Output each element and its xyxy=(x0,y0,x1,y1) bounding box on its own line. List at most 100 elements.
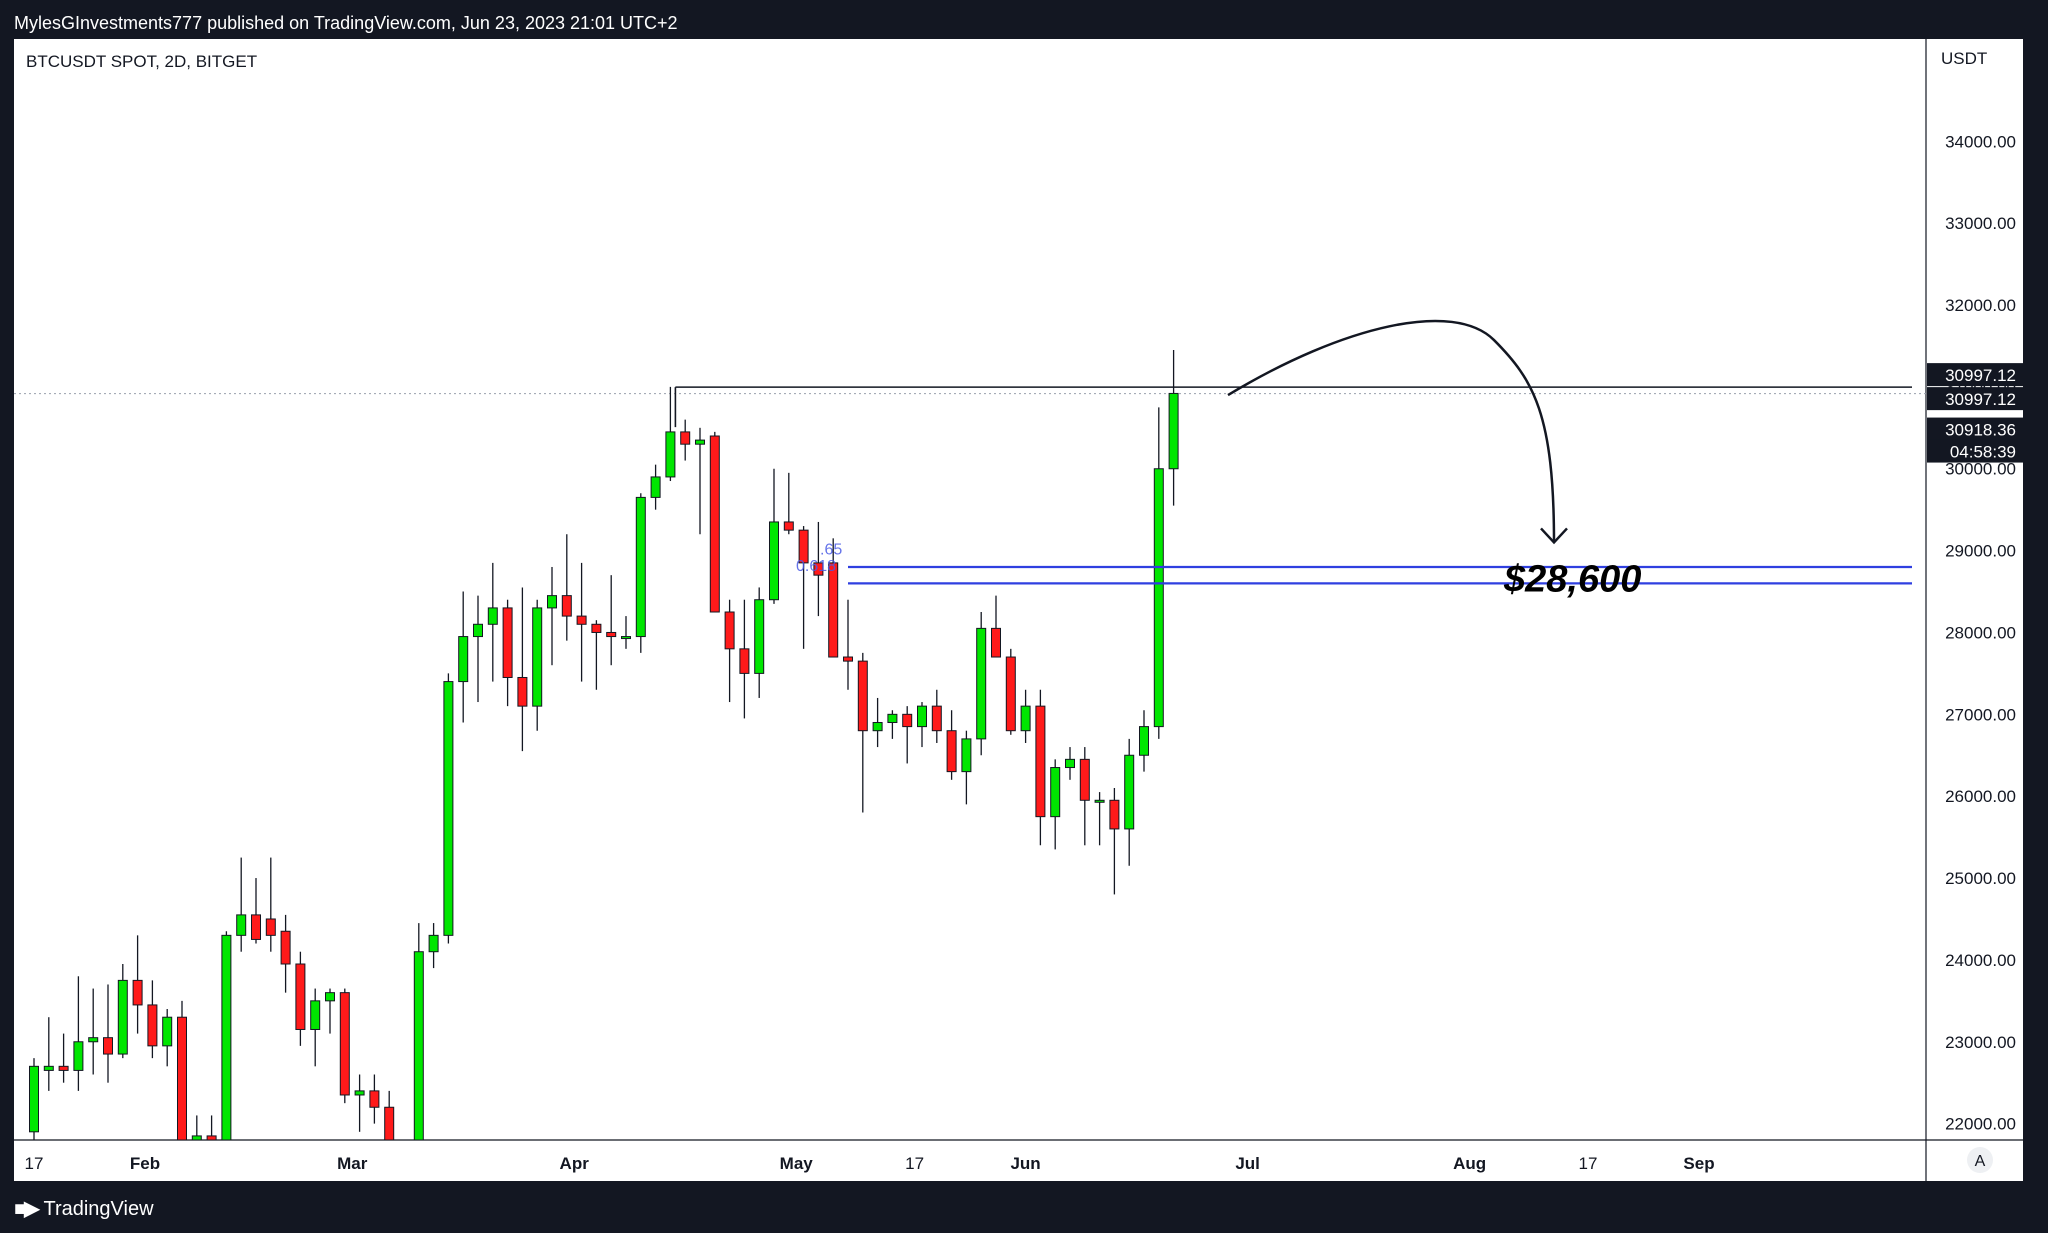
bullish-candle[interactable] xyxy=(117,979,128,1055)
bearish-candle[interactable] xyxy=(783,521,794,531)
bearish-candle[interactable] xyxy=(991,627,1001,658)
bullish-candle[interactable] xyxy=(1124,754,1135,830)
x-tick-label: Jun xyxy=(1010,1154,1040,1173)
candlestick-chart[interactable]: BTCUSDT SPOT, 2D, BITGET USDT 34000.00 3300… xyxy=(14,39,2023,1181)
bearish-candle[interactable] xyxy=(147,1004,158,1047)
x-tick-label: Mar xyxy=(337,1154,368,1173)
bearish-candle[interactable] xyxy=(739,648,750,674)
bullish-candle[interactable] xyxy=(695,439,705,445)
bullish-candle[interactable] xyxy=(650,476,661,498)
price-label-text: 30997.12 xyxy=(1945,390,2016,409)
bearish-candle[interactable] xyxy=(680,431,691,445)
bearish-candle[interactable] xyxy=(709,435,720,613)
bearish-candle[interactable] xyxy=(843,656,853,662)
bearish-candle[interactable] xyxy=(857,660,868,732)
y-tick-label: 28000.00 xyxy=(1945,623,2016,642)
bearish-candle[interactable] xyxy=(798,529,809,564)
x-tick-label: Apr xyxy=(560,1154,590,1173)
bullish-candle[interactable] xyxy=(29,1065,39,1133)
bearish-candle[interactable] xyxy=(576,615,587,625)
bullish-candle[interactable] xyxy=(73,1041,84,1071)
bullish-candle[interactable] xyxy=(43,1065,54,1071)
bullish-candle[interactable] xyxy=(487,607,498,625)
bearish-candle[interactable] xyxy=(265,918,276,936)
bearish-candle[interactable] xyxy=(1035,705,1046,818)
bullish-candle[interactable] xyxy=(872,722,883,732)
bearish-candle[interactable] xyxy=(103,1037,113,1055)
forecast-arrow-path[interactable] xyxy=(1227,319,1556,543)
price-label-box xyxy=(1927,417,2023,441)
bullish-candle[interactable] xyxy=(236,914,247,936)
bullish-candle[interactable] xyxy=(976,627,987,740)
y-tick-label: 32000.00 xyxy=(1945,296,2016,315)
bullish-candle[interactable] xyxy=(1153,468,1164,728)
y-tick-label: 24000.00 xyxy=(1945,951,2016,970)
bearish-candle[interactable] xyxy=(502,607,513,678)
bearish-candle[interactable] xyxy=(177,1016,187,1140)
bullish-candle[interactable] xyxy=(621,636,631,640)
bearish-candle[interactable] xyxy=(591,623,602,633)
bullish-candle[interactable] xyxy=(221,934,232,1140)
chart-frame[interactable]: BTCUSDT SPOT, 2D, BITGET USDT 34000.00 3300… xyxy=(14,39,2023,1181)
bullish-candle[interactable] xyxy=(443,681,454,936)
bearish-candle[interactable] xyxy=(339,992,350,1096)
bullish-candle[interactable] xyxy=(635,496,646,638)
price-label-box xyxy=(1927,439,2023,463)
bearish-candle[interactable] xyxy=(280,930,291,965)
bullish-candle[interactable] xyxy=(458,636,469,683)
bullish-candle[interactable] xyxy=(1065,758,1075,769)
bullish-candle[interactable] xyxy=(1139,726,1149,756)
bullish-candle[interactable] xyxy=(1168,392,1179,470)
bearish-candle[interactable] xyxy=(517,676,528,707)
bearish-candle[interactable] xyxy=(1005,656,1016,732)
bullish-candle[interactable] xyxy=(428,934,439,953)
bullish-candle[interactable] xyxy=(1094,799,1105,803)
bullish-candle[interactable] xyxy=(917,705,927,728)
x-tick-label: Sep xyxy=(1683,1154,1714,1173)
bearish-candle[interactable] xyxy=(1109,799,1120,830)
x-tick-label: 17 xyxy=(1579,1154,1598,1173)
bearish-candle[interactable] xyxy=(813,562,824,576)
auto-scale-button[interactable] xyxy=(1967,1147,1993,1173)
x-tick-label: Jul xyxy=(1235,1154,1260,1173)
candles-group xyxy=(29,350,1179,1140)
bearish-candle[interactable] xyxy=(561,595,572,617)
bullish-candle[interactable] xyxy=(162,1016,173,1047)
bearish-candle[interactable] xyxy=(206,1135,217,1140)
bearish-candle[interactable] xyxy=(251,914,261,940)
y-tick-label: 33000.00 xyxy=(1945,214,2016,233)
bullish-candle[interactable] xyxy=(325,992,335,1002)
bullish-candle[interactable] xyxy=(665,431,676,478)
bearish-candle[interactable] xyxy=(828,562,839,658)
bullish-candle[interactable] xyxy=(310,1000,321,1030)
bullish-candle[interactable] xyxy=(88,1037,99,1043)
bullish-candle[interactable] xyxy=(532,607,543,707)
bullish-candle[interactable] xyxy=(473,623,483,638)
bullish-candle[interactable] xyxy=(887,713,898,724)
bearish-candle[interactable] xyxy=(58,1065,69,1071)
bearish-candle[interactable] xyxy=(724,611,735,650)
bearish-candle[interactable] xyxy=(902,713,913,728)
bullish-candle[interactable] xyxy=(1050,767,1061,818)
bullish-candle[interactable] xyxy=(754,599,765,674)
bearish-candle[interactable] xyxy=(295,963,306,1030)
bullish-candle[interactable] xyxy=(354,1090,365,1096)
bullish-candle[interactable] xyxy=(769,521,779,601)
y-tick-label: 34000.00 xyxy=(1945,132,2016,151)
y-tick-label: 26000.00 xyxy=(1945,787,2016,806)
bearish-candle[interactable] xyxy=(384,1106,395,1140)
bearish-candle[interactable] xyxy=(931,705,942,732)
bullish-candle[interactable] xyxy=(191,1135,202,1140)
price-label-text: 30918.36 xyxy=(1945,421,2016,440)
bearish-candle[interactable] xyxy=(369,1090,380,1108)
bullish-candle[interactable] xyxy=(413,951,424,1140)
x-tick-label: 17 xyxy=(905,1154,924,1173)
bullish-candle[interactable] xyxy=(961,738,972,773)
bullish-candle[interactable] xyxy=(1020,705,1031,732)
footer-brand[interactable]: ■▶ TradingView xyxy=(14,1192,154,1226)
bearish-candle[interactable] xyxy=(132,979,143,1006)
bearish-candle[interactable] xyxy=(606,631,617,638)
bearish-candle[interactable] xyxy=(946,730,957,773)
bullish-candle[interactable] xyxy=(547,595,557,609)
bearish-candle[interactable] xyxy=(1079,758,1090,801)
